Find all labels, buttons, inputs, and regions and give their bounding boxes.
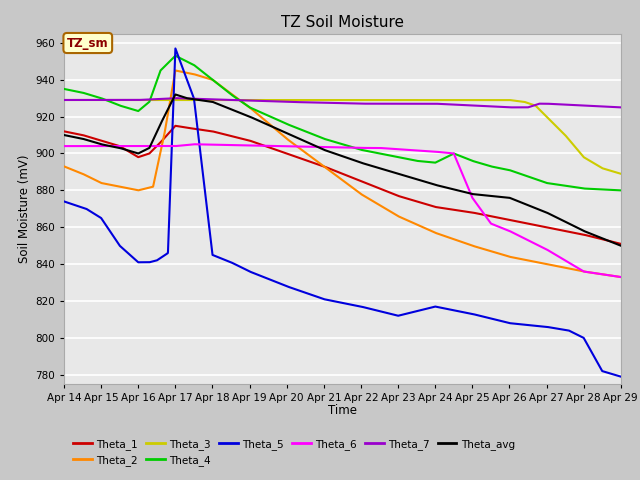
Theta_5 [60, 199, 68, 204]
Theta_1 [157, 140, 164, 145]
Text: TZ_sm: TZ_sm [67, 36, 109, 49]
Theta_4 [172, 53, 179, 59]
Theta_3 [124, 97, 131, 103]
Theta_7 [506, 105, 513, 110]
Line: Theta_6: Theta_6 [64, 144, 621, 277]
Legend: Theta_1, Theta_2, Theta_3, Theta_4, Theta_5, Theta_6, Theta_7, Theta_avg: Theta_1, Theta_2, Theta_3, Theta_4, Thet… [69, 435, 519, 470]
Theta_avg [274, 126, 282, 132]
Theta_4 [546, 180, 554, 186]
Line: Theta_avg: Theta_avg [64, 95, 621, 246]
Line: Theta_7: Theta_7 [64, 98, 621, 108]
Line: Theta_5: Theta_5 [64, 48, 621, 377]
Theta_7 [617, 105, 625, 110]
Theta_2 [546, 262, 554, 268]
Theta_6 [124, 143, 131, 149]
Theta_7 [606, 104, 614, 110]
Theta_5 [274, 280, 282, 286]
Theta_1 [172, 123, 179, 129]
Theta_3 [60, 97, 68, 103]
Theta_4 [124, 105, 131, 111]
Theta_4 [298, 127, 306, 133]
Line: Theta_2: Theta_2 [64, 71, 621, 277]
Theta_2 [172, 68, 179, 73]
Theta_avg [298, 137, 306, 143]
Theta_avg [617, 243, 625, 249]
Theta_5 [172, 46, 179, 51]
Theta_3 [546, 117, 554, 123]
Theta_7 [124, 97, 131, 103]
Theta_2 [298, 147, 306, 153]
Theta_7 [547, 101, 554, 107]
Theta_2 [124, 185, 131, 191]
Line: Theta_3: Theta_3 [64, 100, 621, 174]
Y-axis label: Soil Moisture (mV): Soil Moisture (mV) [18, 155, 31, 263]
Theta_6 [546, 249, 554, 254]
Theta_2 [60, 164, 68, 169]
Theta_3 [157, 97, 164, 103]
Theta_1 [274, 147, 282, 153]
Theta_avg [124, 147, 131, 153]
Line: Theta_1: Theta_1 [64, 126, 621, 244]
Theta_1 [617, 241, 625, 247]
Theta_4 [606, 187, 614, 192]
Theta_avg [157, 121, 164, 127]
Theta_5 [298, 288, 306, 294]
Theta_3 [606, 168, 614, 173]
Theta_2 [617, 274, 625, 280]
Theta_7 [157, 96, 164, 102]
Theta_5 [124, 250, 131, 255]
Theta_4 [617, 188, 625, 193]
Theta_2 [157, 149, 164, 155]
Theta_6 [190, 142, 198, 147]
Theta_1 [298, 156, 306, 162]
Theta_5 [546, 324, 554, 330]
X-axis label: Time: Time [328, 405, 357, 418]
Theta_6 [606, 273, 614, 278]
Theta_6 [617, 274, 625, 280]
Theta_4 [60, 86, 68, 92]
Theta_3 [298, 97, 305, 103]
Theta_5 [606, 371, 614, 376]
Theta_7 [274, 99, 282, 105]
Theta_5 [157, 255, 164, 261]
Theta_4 [157, 68, 164, 73]
Line: Theta_4: Theta_4 [64, 56, 621, 191]
Theta_avg [606, 239, 614, 244]
Theta_6 [298, 144, 306, 149]
Theta_avg [60, 132, 68, 138]
Theta_7 [172, 95, 179, 101]
Theta_1 [546, 225, 554, 231]
Theta_1 [606, 238, 614, 244]
Theta_7 [60, 97, 68, 103]
Title: TZ Soil Moisture: TZ Soil Moisture [281, 15, 404, 30]
Theta_6 [157, 143, 164, 149]
Theta_4 [274, 117, 282, 123]
Theta_1 [124, 148, 131, 154]
Theta_7 [298, 99, 306, 105]
Theta_3 [617, 171, 625, 177]
Theta_3 [274, 97, 282, 103]
Theta_5 [617, 374, 625, 380]
Theta_6 [274, 143, 282, 149]
Theta_avg [172, 92, 179, 97]
Theta_1 [60, 129, 68, 134]
Theta_avg [546, 211, 554, 217]
Theta_6 [60, 143, 68, 149]
Theta_2 [274, 128, 282, 134]
Theta_2 [606, 273, 614, 278]
